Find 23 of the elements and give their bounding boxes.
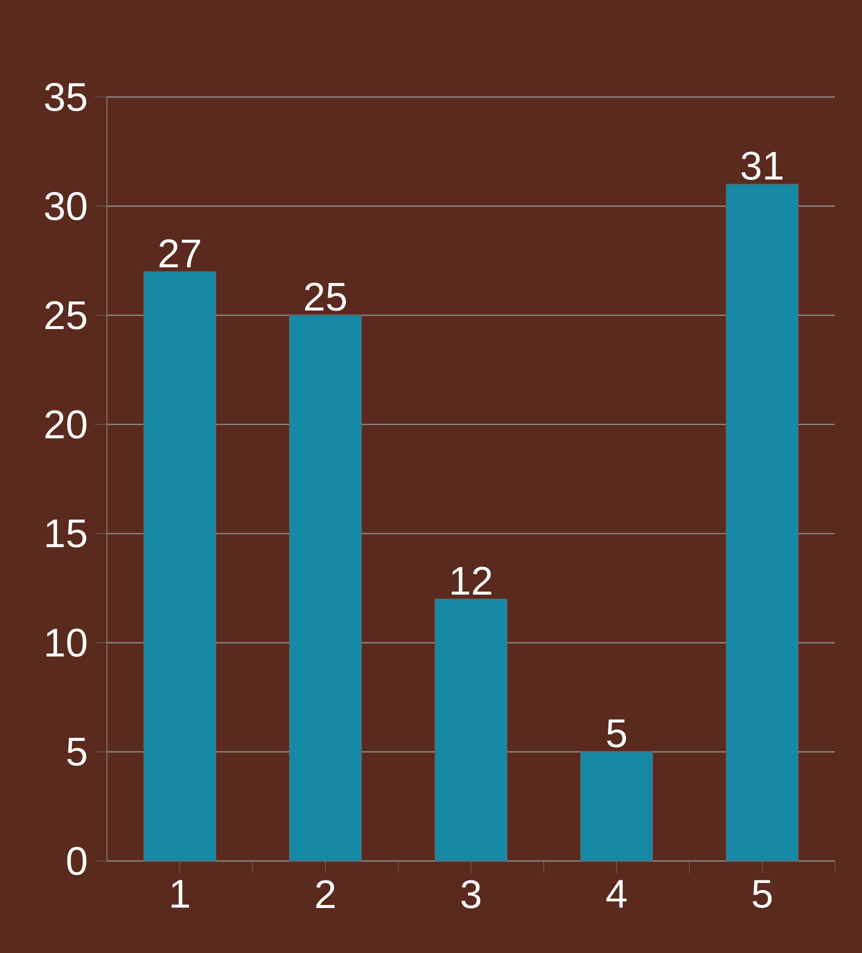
x-tick-label: 2 <box>316 880 335 908</box>
data-label: 25 <box>305 282 346 311</box>
y-tick-label: 35 <box>44 82 86 112</box>
y-tick-label: 0 <box>67 846 86 876</box>
y-tick-label: 30 <box>44 192 86 220</box>
y-tick-label: 25 <box>45 301 86 330</box>
data-label: 12 <box>452 566 492 595</box>
bar <box>434 598 508 862</box>
bar <box>726 184 799 862</box>
y-tick-label: 5 <box>67 738 86 766</box>
bar <box>580 751 653 862</box>
x-tick-label: 4 <box>606 880 627 908</box>
bar <box>143 271 216 862</box>
x-tick-label: 3 <box>461 880 480 908</box>
y-tick-label: 20 <box>45 410 86 439</box>
data-label: 5 <box>607 720 626 748</box>
bar <box>289 314 362 862</box>
x-tick-label: 1 <box>172 880 189 908</box>
data-label: 31 <box>741 152 782 180</box>
x-tick-label: 5 <box>752 880 772 908</box>
y-tick-label: 15 <box>46 520 86 548</box>
y-tick-label: 10 <box>46 628 86 657</box>
data-label: 27 <box>160 239 200 268</box>
